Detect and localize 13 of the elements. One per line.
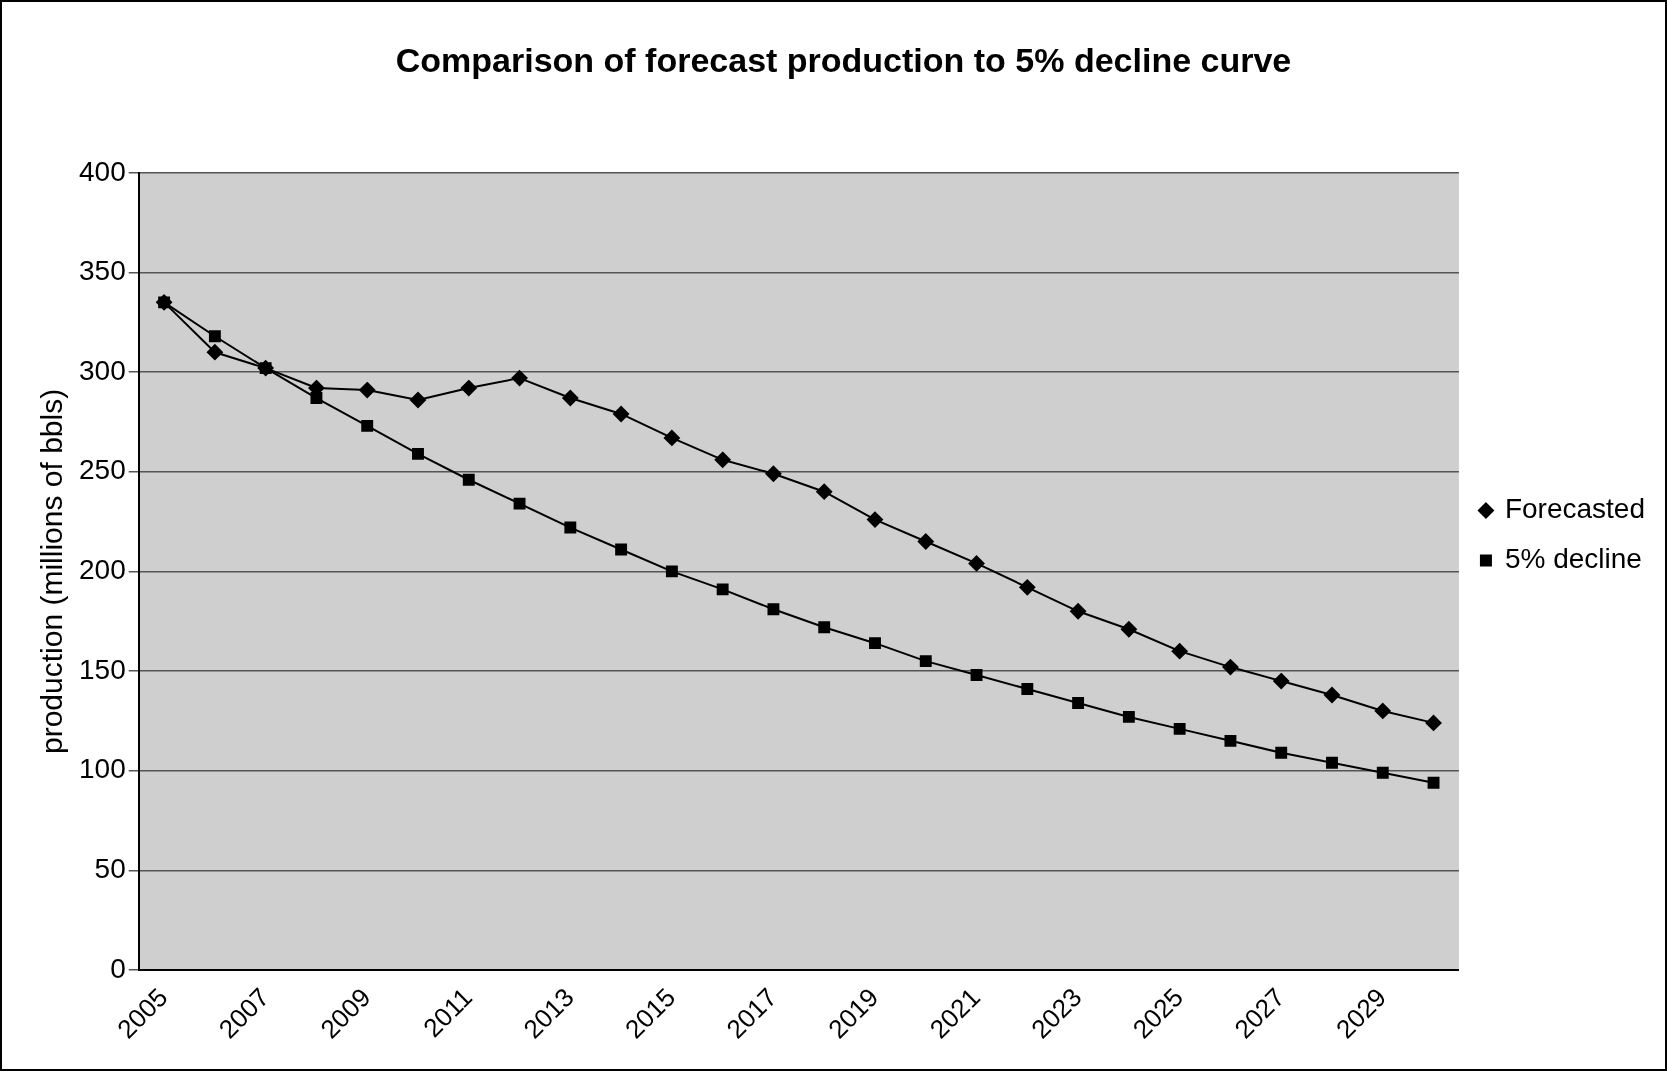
y-tick-label: 400: [79, 155, 126, 187]
y-tick-label: 200: [79, 554, 126, 586]
legend-label: Forecasted: [1504, 493, 1646, 525]
y-tick-label: 350: [79, 255, 126, 287]
y-tick-label: 50: [94, 853, 126, 885]
y-tick-label: 300: [79, 354, 126, 386]
y-tick-label: 150: [79, 653, 126, 685]
y-tick-label: 100: [79, 753, 126, 785]
y-tick-label: 250: [79, 454, 126, 486]
chart-title: Comparison of forecast production to 5% decline curve: [395, 40, 1292, 79]
y-tick-label: 0: [110, 952, 126, 984]
y-axis-title: production (millions of bbls): [35, 388, 69, 754]
legend-label: 5% decline: [1504, 543, 1642, 575]
